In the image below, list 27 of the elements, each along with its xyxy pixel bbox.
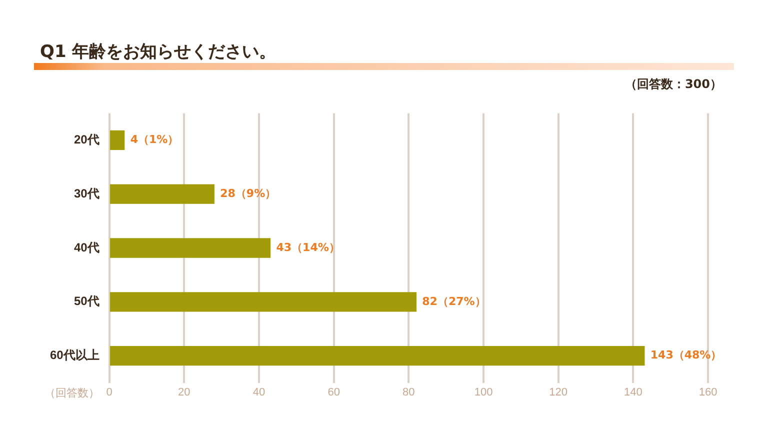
x-tick-label: 0 [106, 386, 112, 398]
x-tick-label: 40 [252, 386, 266, 398]
bar [110, 292, 416, 312]
bar [110, 184, 214, 204]
data-label: 82（27%） [422, 294, 486, 308]
x-tick-label: 120 [549, 386, 568, 398]
x-tick-label: 100 [474, 386, 493, 398]
x-tick-label: 160 [698, 386, 718, 398]
x-axis-title: （回答数） [44, 386, 100, 400]
y-tick-label: 50代 [74, 294, 100, 308]
x-tick-label: 80 [402, 386, 415, 398]
y-tick-label: 20代 [74, 132, 100, 146]
data-label: 43（14%） [276, 240, 340, 254]
bar [110, 130, 125, 150]
chart-title: Q1 年齢をお知らせください。 [40, 41, 276, 63]
data-label: 4（1%） [130, 133, 179, 146]
bar [110, 346, 645, 366]
bar [110, 238, 271, 258]
y-tick-label: 30代 [74, 186, 100, 200]
y-tick-label: 40代 [74, 240, 100, 254]
y-tick-label: 60代以上 [50, 348, 100, 362]
data-label: 143（48%） [650, 348, 722, 362]
data-label: 28（9%） [220, 186, 276, 200]
x-tick-label: 20 [178, 386, 190, 398]
x-tick-label: 60 [328, 386, 340, 398]
x-tick-label: 140 [624, 386, 642, 398]
chart-subtitle: （回答数：300） [624, 76, 722, 93]
